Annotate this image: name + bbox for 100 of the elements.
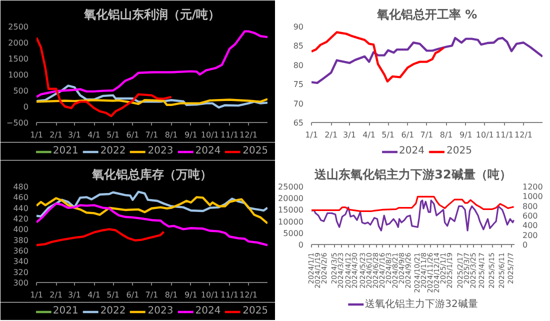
y-tick-label: 340 (13, 257, 29, 266)
x-tick-label: 4/1 (88, 130, 101, 140)
line-series (36, 190, 268, 218)
y-tick-label: 20000 (278, 194, 304, 204)
y-tick-label: 0 (23, 102, 29, 112)
x-tick-label: 12/1 (240, 290, 258, 300)
y-tick-label: 90 (293, 22, 304, 32)
y2-tick-label: 1200 (522, 182, 543, 192)
line-series (36, 84, 268, 109)
x-tick-label: 7/1 (145, 130, 158, 140)
legend-label: 2021 (52, 306, 78, 316)
x-tick-label: 3/1 (68, 130, 81, 140)
x-tick-label: 8/1 (164, 290, 178, 300)
x-tick-label: 10/1 (476, 130, 494, 140)
y2-tick-label: 200 (522, 230, 538, 240)
line-series (36, 30, 268, 98)
x-tick-label: 9/1 (184, 290, 198, 300)
line-series (312, 31, 445, 83)
x-tick-label: 4/1 (362, 130, 376, 140)
x-tick-label: 9/1 (459, 130, 472, 140)
x-tick-label: 2/1 (324, 130, 338, 140)
y-tick-label: 10000 (278, 217, 304, 226)
y-tick-label: 1500 (8, 54, 28, 64)
chart-title: 氧化铝总库存（万吨） (91, 168, 212, 182)
x-tick-label: 3/1 (68, 290, 81, 300)
legend-label: 2024 (399, 146, 424, 156)
x-tick-label: 1/1 (30, 290, 43, 300)
y-tick-label: 300 (13, 278, 29, 288)
legend-label: 送氧化铝主力下游32碱量 (365, 298, 478, 311)
legend-label: 2023 (148, 306, 174, 316)
x-tick-label: 5/1 (106, 130, 120, 140)
y-tick-label: 1000 (8, 70, 28, 80)
y2-tick-label: 400 (522, 221, 538, 230)
line-series (312, 200, 514, 232)
y-tick-label: 320 (13, 268, 29, 277)
x-tick-label: 8/1 (164, 130, 178, 140)
x-tick-label: 1/1 (30, 130, 43, 140)
x-tick-label: 2/1 (50, 290, 63, 300)
legend-label: 2024 (195, 306, 221, 316)
line-series (36, 196, 268, 224)
y-tick-label: 500 (13, 86, 29, 96)
line-series (36, 36, 172, 118)
x-tick-label: 2/1 (50, 130, 63, 140)
y-tick-label: 80 (293, 60, 304, 70)
chart-title: 氧化铝总开工率 % (376, 8, 478, 22)
x-tick-label: 5/1 (106, 290, 120, 300)
y-tick-label: 2000 (8, 38, 28, 48)
y-tick-label: 85 (293, 42, 304, 51)
y-tick-label: 440 (13, 204, 29, 213)
x-tick-label: 1/1 (305, 130, 318, 140)
x-tick-label: 11/1 (220, 130, 239, 140)
y-tick-label: 360 (13, 246, 29, 256)
legend-label: 2025 (242, 146, 268, 156)
y-tick-label: 2500 (8, 22, 28, 32)
y-tick-label: −500 (6, 118, 29, 128)
line-series (312, 36, 542, 84)
x-tick-label: 9/1 (184, 130, 198, 140)
x-tick-label: 6/1 (126, 290, 140, 300)
line-series (36, 228, 165, 246)
x-tick-label: 5/1 (382, 130, 395, 140)
x-tick-label: 4/1 (88, 290, 101, 300)
x-tick-label: 7/1 (420, 130, 434, 140)
legend-label: 2022 (100, 146, 126, 156)
y-tick-label: 15000 (278, 206, 304, 215)
x-tick-label: 12/1 (240, 130, 258, 140)
x-tick-label: 10/1 (200, 130, 219, 140)
legend-label: 2021 (52, 146, 78, 156)
x-tick-label: 8/1 (440, 130, 453, 140)
legend-label: 2024 (195, 146, 221, 156)
y-tick-label: 25000 (278, 182, 304, 192)
x-tick-label: 6/1 (401, 130, 414, 140)
y-tick-label: 5000 (283, 228, 304, 238)
y-tick-label: 380 (13, 236, 29, 245)
legend-label: 2025 (446, 146, 472, 156)
y-tick-label: 0 (298, 240, 304, 250)
legend-label: 2025 (242, 306, 268, 316)
y-tick-label: 400 (13, 225, 29, 234)
line-series (36, 202, 268, 246)
y-tick-label: 460 (13, 193, 29, 202)
x-tick-label: 11/1 (496, 130, 514, 140)
legend-label: 2022 (100, 306, 126, 316)
y2-tick-label: 0 (522, 240, 528, 250)
legend-label: 2023 (148, 146, 174, 156)
x-tick-label: 3/1 (343, 130, 356, 140)
x-tick-label: 10/1 (200, 290, 219, 300)
chart-title: 送山东氧化铝主力下游32碱量（吨） (314, 168, 512, 182)
y2-tick-label: 1000 (522, 192, 543, 202)
x-tick-label: 6/1 (126, 130, 140, 140)
y2-tick-label: 600 (522, 212, 538, 220)
x-tick-label: 7/1 (145, 290, 158, 300)
y2-tick-label: 800 (522, 202, 538, 211)
line-series (312, 196, 514, 212)
chart-title: 氧化铝山东利润（元/吨） (82, 8, 220, 22)
x-tick-label: 11/1 (220, 290, 239, 300)
y-tick-label: 65 (293, 118, 304, 128)
y-tick-label: 70 (293, 99, 304, 108)
y-tick-label: 75 (293, 80, 304, 90)
y-tick-label: 480 (13, 182, 29, 192)
y-tick-label: 420 (13, 214, 29, 224)
x-tick-label: 12/1 (514, 130, 532, 140)
